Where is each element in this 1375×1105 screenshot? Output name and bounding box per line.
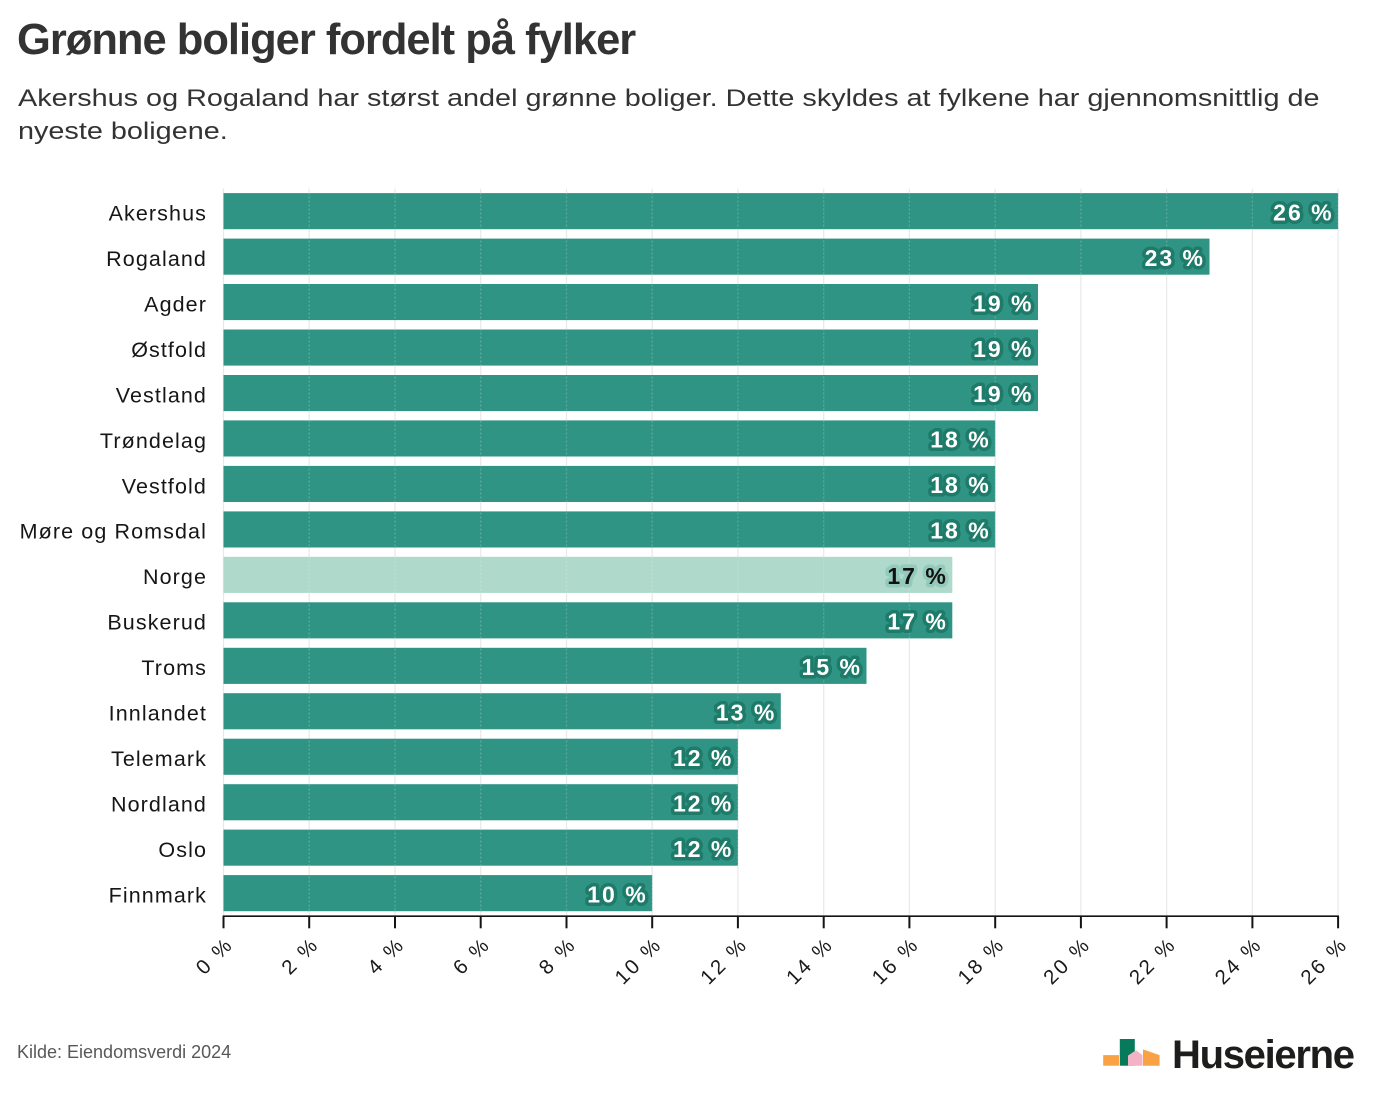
svg-text:17 %: 17 % <box>887 609 947 635</box>
svg-text:2 %: 2 % <box>277 933 324 980</box>
svg-text:Rogaland: Rogaland <box>106 247 207 271</box>
svg-text:Vestfold: Vestfold <box>122 474 207 498</box>
svg-text:Finnmark: Finnmark <box>109 884 207 908</box>
svg-text:Agder: Agder <box>144 292 207 316</box>
svg-text:26 %: 26 % <box>1296 933 1352 989</box>
svg-text:20 %: 20 % <box>1039 933 1095 989</box>
svg-text:18 %: 18 % <box>930 427 990 453</box>
svg-text:4 %: 4 % <box>363 933 410 980</box>
svg-text:Møre og Romsdal: Møre og Romsdal <box>20 520 207 544</box>
svg-text:14 %: 14 % <box>782 933 838 989</box>
svg-text:12 %: 12 % <box>696 933 752 989</box>
svg-text:Telemark: Telemark <box>111 747 207 771</box>
svg-text:Nordland: Nordland <box>111 793 207 817</box>
svg-text:15 %: 15 % <box>802 654 862 680</box>
svg-text:12 %: 12 % <box>673 745 733 771</box>
svg-text:18 %: 18 % <box>930 518 990 544</box>
svg-text:Buskerud: Buskerud <box>107 611 207 635</box>
svg-text:18 %: 18 % <box>930 472 990 498</box>
svg-text:19 %: 19 % <box>973 336 1033 362</box>
svg-text:10 %: 10 % <box>610 933 666 989</box>
svg-text:19 %: 19 % <box>973 381 1033 407</box>
svg-text:6 %: 6 % <box>449 933 496 980</box>
svg-text:Akershus: Akershus <box>109 202 207 226</box>
svg-text:10 %: 10 % <box>587 881 647 907</box>
svg-text:12 %: 12 % <box>673 836 733 862</box>
svg-text:24 %: 24 % <box>1211 933 1267 989</box>
svg-text:Huseierne: Huseierne <box>1172 1033 1354 1077</box>
svg-text:Vestland: Vestland <box>116 383 207 407</box>
svg-text:19 %: 19 % <box>973 290 1033 316</box>
svg-text:13 %: 13 % <box>716 700 776 726</box>
svg-text:Norge: Norge <box>143 565 207 589</box>
svg-text:17 %: 17 % <box>887 563 947 589</box>
svg-text:22 %: 22 % <box>1125 933 1181 989</box>
svg-text:18 %: 18 % <box>953 933 1009 989</box>
svg-text:Troms: Troms <box>141 656 207 680</box>
svg-text:Oslo: Oslo <box>158 838 207 862</box>
svg-text:16 %: 16 % <box>868 933 924 989</box>
svg-text:26 %: 26 % <box>1273 199 1333 225</box>
svg-text:23 %: 23 % <box>1145 245 1205 271</box>
svg-text:Østfold: Østfold <box>131 338 207 362</box>
svg-text:Trøndelag: Trøndelag <box>100 429 207 453</box>
svg-text:8 %: 8 % <box>534 933 581 980</box>
svg-text:0 %: 0 % <box>191 933 238 980</box>
svg-text:12 %: 12 % <box>673 790 733 816</box>
svg-text:Innlandet: Innlandet <box>109 702 207 726</box>
